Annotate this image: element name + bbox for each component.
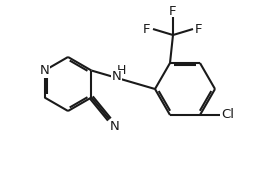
Text: N: N [110, 120, 119, 133]
Text: N: N [111, 70, 121, 83]
Text: Cl: Cl [221, 108, 234, 122]
Text: F: F [143, 23, 151, 35]
Text: F: F [169, 5, 177, 17]
Text: H: H [116, 64, 126, 77]
Text: F: F [195, 23, 203, 35]
Text: N: N [40, 64, 49, 77]
